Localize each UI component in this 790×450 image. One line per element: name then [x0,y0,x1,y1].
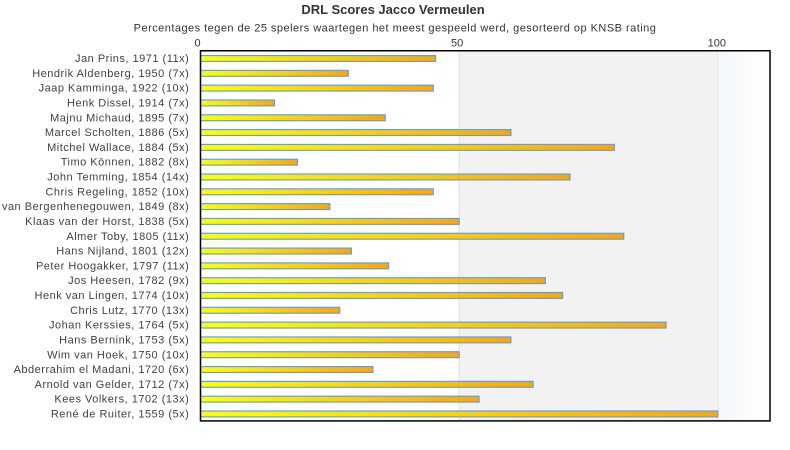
svg-text:John Temming, 1854 (14x): John Temming, 1854 (14x) [47,172,189,184]
svg-text:Chris Regeling, 1852 (10x): Chris Regeling, 1852 (10x) [45,186,189,198]
svg-text:Percentages tegen de 25 speler: Percentages tegen de 25 spelers waartege… [134,23,657,35]
svg-text:Hendrik Aldenberg, 1950 (7x): Hendrik Aldenberg, 1950 (7x) [32,68,189,80]
svg-text:Hans Bernink, 1753 (5x): Hans Bernink, 1753 (5x) [59,334,189,346]
svg-text:Mitchel Wallace, 1884 (5x): Mitchel Wallace, 1884 (5x) [47,142,189,154]
svg-text:Klaas van der Horst, 1838 (5x): Klaas van der Horst, 1838 (5x) [25,216,189,228]
svg-text:Jos Heesen, 1782 (9x): Jos Heesen, 1782 (9x) [68,275,189,287]
svg-text:Majnu Michaud, 1895 (7x): Majnu Michaud, 1895 (7x) [50,112,189,124]
svg-text:Jaap Kamminga, 1922 (10x): Jaap Kamminga, 1922 (10x) [39,83,190,95]
svg-text:Kees Volkers, 1702 (13x): Kees Volkers, 1702 (13x) [54,394,189,406]
svg-text:René de Ruiter, 1559 (5x): René de Ruiter, 1559 (5x) [51,408,189,420]
svg-text:Almer Toby, 1805 (11x): Almer Toby, 1805 (11x) [66,231,189,243]
svg-text:0: 0 [194,38,200,50]
svg-text:Henk van Lingen, 1774 (10x): Henk van Lingen, 1774 (10x) [35,290,190,302]
svg-text:Jan Prins, 1971 (11x): Jan Prins, 1971 (11x) [75,53,189,65]
svg-text:Peter Hoogakker, 1797 (11x): Peter Hoogakker, 1797 (11x) [36,260,189,272]
svg-text:Abderrahim el Madani, 1720 (6x: Abderrahim el Madani, 1720 (6x) [14,364,190,376]
svg-text:Marcel Scholten, 1886 (5x): Marcel Scholten, 1886 (5x) [45,127,189,139]
svg-text:van Bergenhenegouwen, 1849 (8x: van Bergenhenegouwen, 1849 (8x) [2,201,189,213]
svg-text:Timo Können, 1882 (8x): Timo Können, 1882 (8x) [61,157,190,169]
svg-text:Hans Nijland, 1801 (12x): Hans Nijland, 1801 (12x) [56,246,189,258]
svg-text:50: 50 [451,38,463,50]
svg-text:DRL Scores Jacco Vermeulen: DRL Scores Jacco Vermeulen [301,2,484,17]
svg-text:Chris Lutz, 1770 (13x): Chris Lutz, 1770 (13x) [70,305,189,317]
svg-text:Arnold van Gelder, 1712 (7x): Arnold van Gelder, 1712 (7x) [35,379,190,391]
svg-text:Wim van Hoek, 1750 (10x): Wim van Hoek, 1750 (10x) [47,349,189,361]
svg-text:100: 100 [708,38,726,50]
svg-text:Henk Dissel, 1914 (7x): Henk Dissel, 1914 (7x) [67,97,189,109]
svg-text:Johan Kerssies, 1764 (5x): Johan Kerssies, 1764 (5x) [49,320,189,332]
